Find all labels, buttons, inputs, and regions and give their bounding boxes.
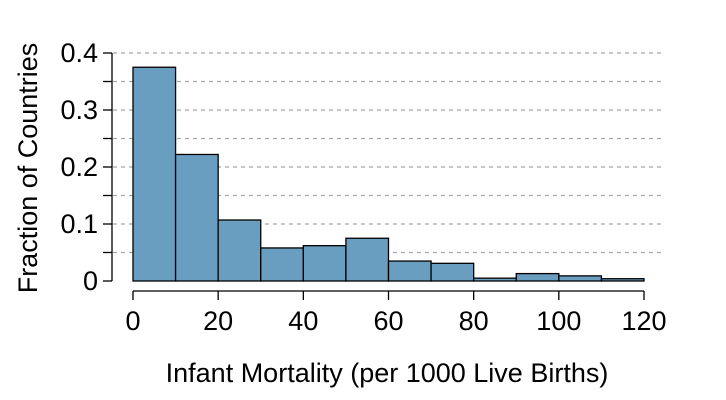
histogram-bar-30-40	[260, 247, 304, 282]
histogram-bars	[132, 66, 645, 282]
histogram-bar-60-70	[387, 260, 432, 282]
y-tick-label: 0.4	[60, 38, 98, 68]
histogram-bar-20-30	[217, 219, 262, 282]
y-tick-label: 0.2	[60, 152, 98, 182]
x-tick-label: 120	[621, 306, 666, 336]
x-tick-label: 0	[125, 306, 140, 336]
histogram-bar-90-100	[515, 272, 560, 282]
histogram-bar-80-90	[473, 277, 517, 282]
x-tick-label: 60	[373, 306, 403, 336]
y-axis-title: Fraction of Countries	[13, 43, 43, 294]
y-tick-label: 0	[83, 266, 98, 296]
x-tick-label: 80	[459, 306, 489, 336]
y-tick-label: 0.1	[60, 209, 98, 239]
tick-labels: 0 0.1 0.2 0.3 0.4 0 20 40 60 80 100 120	[60, 38, 666, 336]
histogram-bar-40-50	[302, 245, 347, 282]
histogram-bar-110-120	[600, 278, 645, 282]
x-tick-label: 20	[203, 306, 233, 336]
x-tick-label: 40	[288, 306, 318, 336]
axes	[103, 52, 645, 300]
histogram-bar-50-60	[345, 237, 390, 282]
x-tick-label: 100	[536, 306, 581, 336]
x-axis-title: Infant Mortality (per 1000 Live Births)	[166, 358, 609, 388]
histogram-bar-0-10	[132, 66, 177, 282]
histogram-bar-70-80	[430, 262, 475, 282]
histogram-bar-10-20	[174, 153, 219, 282]
histogram-bar-100-110	[558, 275, 603, 282]
y-tick-label: 0.3	[60, 95, 98, 125]
